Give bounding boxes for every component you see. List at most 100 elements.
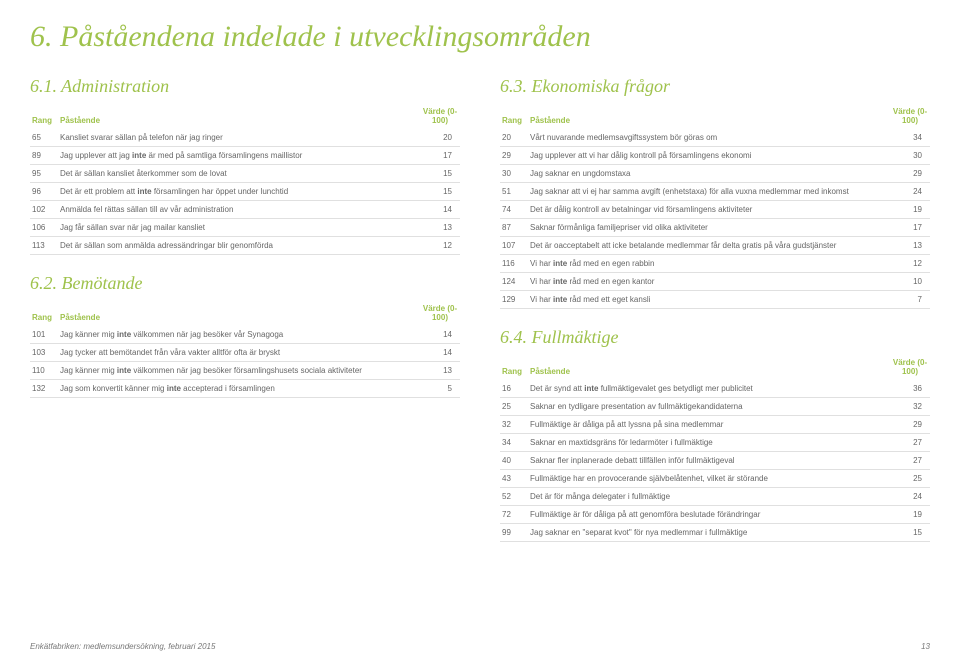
cell-rang: 110 bbox=[30, 362, 58, 380]
cell-rang: 116 bbox=[500, 255, 528, 273]
table-row: 132Jag som konvertit känner mig inte acc… bbox=[30, 380, 460, 398]
cell-value: 10 bbox=[890, 273, 930, 291]
cell-text: Det är för många delegater i fullmäktige bbox=[528, 488, 890, 506]
cell-text: Jag saknar att vi ej har samma avgift (e… bbox=[528, 183, 890, 201]
cell-text: Det är synd att inte fullmäktigevalet ge… bbox=[528, 380, 890, 398]
section-title-fullmaktige: 6.4. Fullmäktige bbox=[500, 327, 930, 348]
right-column: 6.3. Ekonomiska frågor Rang Påstående Vä… bbox=[500, 72, 930, 542]
cell-value: 20 bbox=[420, 129, 460, 147]
cell-text: Jag tycker att bemötandet från våra vakt… bbox=[58, 344, 420, 362]
cell-rang: 113 bbox=[30, 237, 58, 255]
table-row: 107Det är oacceptabelt att icke betaland… bbox=[500, 237, 930, 255]
cell-text: Vi har inte råd med en egen kantor bbox=[528, 273, 890, 291]
cell-text: Det är dålig kontroll av betalningar vid… bbox=[528, 201, 890, 219]
cell-value: 24 bbox=[890, 183, 930, 201]
cell-rang: 34 bbox=[500, 434, 528, 452]
cell-text: Jag får sällan svar när jag mailar kansl… bbox=[58, 219, 420, 237]
th-pastaende: Påstående bbox=[58, 103, 420, 129]
table-row: 65Kansliet svarar sällan på telefon när … bbox=[30, 129, 460, 147]
cell-rang: 95 bbox=[30, 165, 58, 183]
footer: Enkätfabriken: medlemsundersökning, febr… bbox=[30, 642, 930, 651]
table-row: 110Jag känner mig inte välkommen när jag… bbox=[30, 362, 460, 380]
cell-rang: 29 bbox=[500, 147, 528, 165]
th-varde: Värde (0-100) bbox=[890, 354, 930, 380]
table-row: 99Jag saknar en "separat kvot" för nya m… bbox=[500, 524, 930, 542]
cell-text: Saknar fler inplanerade debatt tillfälle… bbox=[528, 452, 890, 470]
table-row: 129Vi har inte råd med ett eget kansli7 bbox=[500, 291, 930, 309]
cell-rang: 103 bbox=[30, 344, 58, 362]
cell-text: Saknar förmånliga familjepriser vid olik… bbox=[528, 219, 890, 237]
cell-rang: 72 bbox=[500, 506, 528, 524]
cell-rang: 87 bbox=[500, 219, 528, 237]
th-varde: Värde (0-100) bbox=[420, 103, 460, 129]
cell-text: Jag känner mig inte välkommen när jag be… bbox=[58, 362, 420, 380]
cell-value: 15 bbox=[420, 165, 460, 183]
table-row: 103Jag tycker att bemötandet från våra v… bbox=[30, 344, 460, 362]
cell-text: Jag upplever att jag inte är med på samt… bbox=[58, 147, 420, 165]
cell-value: 14 bbox=[420, 326, 460, 344]
left-column: 6.1. Administration Rang Påstående Värde… bbox=[30, 72, 460, 542]
th-rang: Rang bbox=[30, 103, 58, 129]
table-row: 124Vi har inte råd med en egen kantor10 bbox=[500, 273, 930, 291]
cell-rang: 40 bbox=[500, 452, 528, 470]
cell-value: 24 bbox=[890, 488, 930, 506]
cell-text: Det är sällan som anmälda adressändringa… bbox=[58, 237, 420, 255]
cell-text: Vi har inte råd med en egen rabbin bbox=[528, 255, 890, 273]
cell-text: Jag upplever att vi har dålig kontroll p… bbox=[528, 147, 890, 165]
cell-value: 5 bbox=[420, 380, 460, 398]
table-row: 116Vi har inte råd med en egen rabbin12 bbox=[500, 255, 930, 273]
cell-rang: 51 bbox=[500, 183, 528, 201]
th-rang: Rang bbox=[500, 354, 528, 380]
cell-value: 27 bbox=[890, 452, 930, 470]
cell-value: 14 bbox=[420, 201, 460, 219]
cell-rang: 99 bbox=[500, 524, 528, 542]
table-row: 101Jag känner mig inte välkommen när jag… bbox=[30, 326, 460, 344]
cell-value: 15 bbox=[890, 524, 930, 542]
cell-rang: 16 bbox=[500, 380, 528, 398]
cell-text: Saknar en tydligare presentation av full… bbox=[528, 398, 890, 416]
th-pastaende: Påstående bbox=[58, 300, 420, 326]
cell-text: Anmälda fel rättas sällan till av vår ad… bbox=[58, 201, 420, 219]
cell-rang: 101 bbox=[30, 326, 58, 344]
cell-value: 12 bbox=[890, 255, 930, 273]
cell-text: Det är sällan kansliet återkommer som de… bbox=[58, 165, 420, 183]
th-rang: Rang bbox=[30, 300, 58, 326]
cell-rang: 20 bbox=[500, 129, 528, 147]
table-row: 40Saknar fler inplanerade debatt tillfäl… bbox=[500, 452, 930, 470]
cell-text: Fullmäktige är för dåliga på att genomfö… bbox=[528, 506, 890, 524]
section-title-admin: 6.1. Administration bbox=[30, 76, 460, 97]
cell-rang: 106 bbox=[30, 219, 58, 237]
table-row: 20Vårt nuvarande medlemsavgiftssystem bö… bbox=[500, 129, 930, 147]
section-title-bemotande: 6.2. Bemötande bbox=[30, 273, 460, 294]
cell-rang: 107 bbox=[500, 237, 528, 255]
cell-rang: 32 bbox=[500, 416, 528, 434]
cell-value: 14 bbox=[420, 344, 460, 362]
cell-rang: 132 bbox=[30, 380, 58, 398]
th-varde: Värde (0-100) bbox=[890, 103, 930, 129]
table-row: 102Anmälda fel rättas sällan till av vår… bbox=[30, 201, 460, 219]
table-row: 34Saknar en maxtidsgräns för ledarmöter … bbox=[500, 434, 930, 452]
table-row: 96Det är ett problem att inte församling… bbox=[30, 183, 460, 201]
table-ekonomi: Rang Påstående Värde (0-100) 20Vårt nuva… bbox=[500, 103, 930, 309]
cell-value: 7 bbox=[890, 291, 930, 309]
section-title-ekonomi: 6.3. Ekonomiska frågor bbox=[500, 76, 930, 97]
cell-value: 30 bbox=[890, 147, 930, 165]
table-row: 16Det är synd att inte fullmäktigevalet … bbox=[500, 380, 930, 398]
cell-value: 34 bbox=[890, 129, 930, 147]
cell-rang: 25 bbox=[500, 398, 528, 416]
cell-value: 13 bbox=[420, 219, 460, 237]
cell-value: 36 bbox=[890, 380, 930, 398]
table-row: 52Det är för många delegater i fullmäkti… bbox=[500, 488, 930, 506]
th-pastaende: Påstående bbox=[528, 103, 890, 129]
table-row: 43Fullmäktige har en provocerande självb… bbox=[500, 470, 930, 488]
table-row: 89Jag upplever att jag inte är med på sa… bbox=[30, 147, 460, 165]
table-row: 30Jag saknar en ungdomstaxa29 bbox=[500, 165, 930, 183]
table-row: 25Saknar en tydligare presentation av fu… bbox=[500, 398, 930, 416]
cell-value: 17 bbox=[420, 147, 460, 165]
table-row: 95Det är sällan kansliet återkommer som … bbox=[30, 165, 460, 183]
th-pastaende: Påstående bbox=[528, 354, 890, 380]
table-row: 113Det är sällan som anmälda adressändri… bbox=[30, 237, 460, 255]
footer-page: 13 bbox=[921, 642, 930, 651]
cell-text: Fullmäktige har en provocerande självbel… bbox=[528, 470, 890, 488]
cell-value: 19 bbox=[890, 201, 930, 219]
